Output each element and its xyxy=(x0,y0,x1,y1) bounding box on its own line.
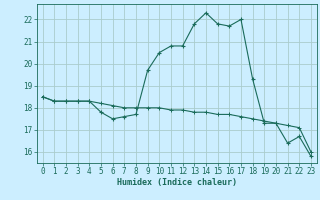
X-axis label: Humidex (Indice chaleur): Humidex (Indice chaleur) xyxy=(117,178,237,187)
